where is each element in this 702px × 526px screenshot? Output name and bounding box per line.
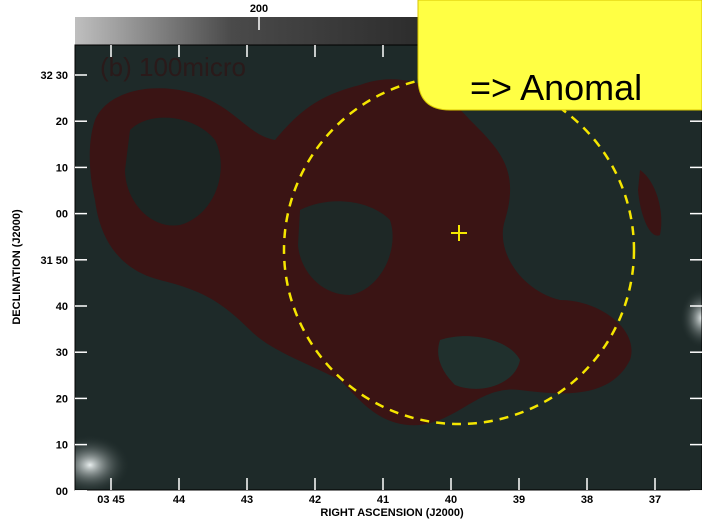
y-axis-title: DECLINATION (J2000): [11, 209, 23, 325]
x-tick-label: 38: [581, 494, 593, 506]
y-tick-label: 40: [56, 301, 68, 313]
y-tick-label: 10: [56, 162, 68, 174]
x-tick-label: 43: [241, 494, 253, 506]
y-tick-label: 00: [56, 209, 68, 221]
x-tick-label: 03 45: [97, 494, 125, 506]
y-tick-label: 00: [56, 486, 68, 498]
x-axis-title: RIGHT ASCENSION (J2000): [320, 507, 464, 519]
sky-image: (b) 100micro: [75, 45, 702, 490]
x-tick-label: 39: [513, 494, 525, 506]
x-tick-label: 40: [445, 494, 457, 506]
y-tick-label: 30: [56, 347, 68, 359]
y-tick-label: 20: [56, 116, 68, 128]
callout-text: => Anomal: [470, 67, 642, 108]
callout-box: [417, 0, 702, 111]
x-tick-label: 41: [377, 494, 389, 506]
plot-frame: [74, 44, 702, 491]
colorbar-label: 200: [250, 3, 268, 15]
x-tick-label: 42: [309, 494, 321, 506]
y-tick-label: 31 50: [40, 255, 68, 267]
y-tick-label: 32 30: [40, 70, 68, 82]
x-tick-label: 44: [173, 494, 186, 506]
center-cross: [451, 225, 467, 241]
panel-label: (b) 100micro: [100, 52, 246, 82]
y-tick-label: 20: [56, 393, 68, 405]
y-tick-label: 10: [56, 440, 68, 452]
x-tick-label: 37: [649, 494, 661, 506]
